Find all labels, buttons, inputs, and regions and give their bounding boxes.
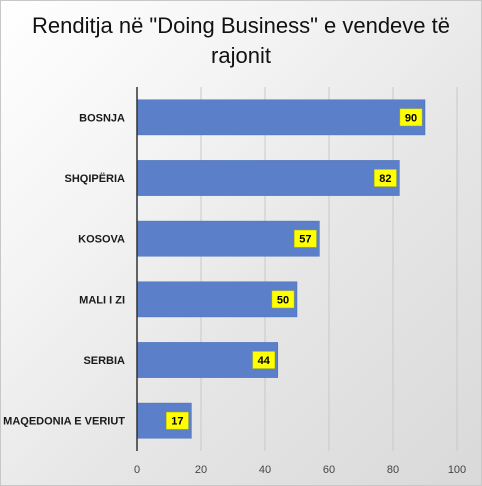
category-label: SHQIPËRIA	[64, 172, 125, 185]
category-label: MAQEDONIA E VERIUT	[3, 416, 125, 428]
category-label: BOSNJA	[79, 112, 125, 124]
data-label-box	[271, 290, 295, 309]
bar	[136, 220, 320, 257]
x-tick-label: 60	[323, 464, 335, 476]
x-tick-label: 0	[134, 464, 140, 476]
x-tick-label: 20	[195, 464, 207, 476]
data-label: 82	[379, 173, 391, 185]
data-label: 50	[277, 294, 289, 306]
data-label-box	[294, 229, 317, 248]
bar	[136, 281, 298, 318]
data-label-box	[166, 411, 189, 430]
data-label: 17	[171, 416, 183, 428]
x-tick-label: 40	[259, 464, 271, 476]
category-label: KOSOVA	[78, 234, 125, 246]
x-tick-label: 100	[448, 464, 466, 476]
data-label: 90	[405, 112, 417, 124]
bar	[136, 99, 426, 136]
data-label-box	[399, 108, 423, 127]
data-label: 57	[299, 234, 311, 246]
category-label: MALI I ZI	[79, 294, 125, 306]
data-label-box	[374, 169, 397, 187]
data-label: 44	[258, 355, 271, 367]
category-label: SERBIA	[83, 355, 125, 367]
x-tick-label: 80	[387, 464, 399, 476]
bar	[136, 160, 400, 196]
data-label-box	[252, 351, 276, 369]
chart-title: Renditja në "Doing Business" e vendeve t…	[32, 13, 450, 68]
